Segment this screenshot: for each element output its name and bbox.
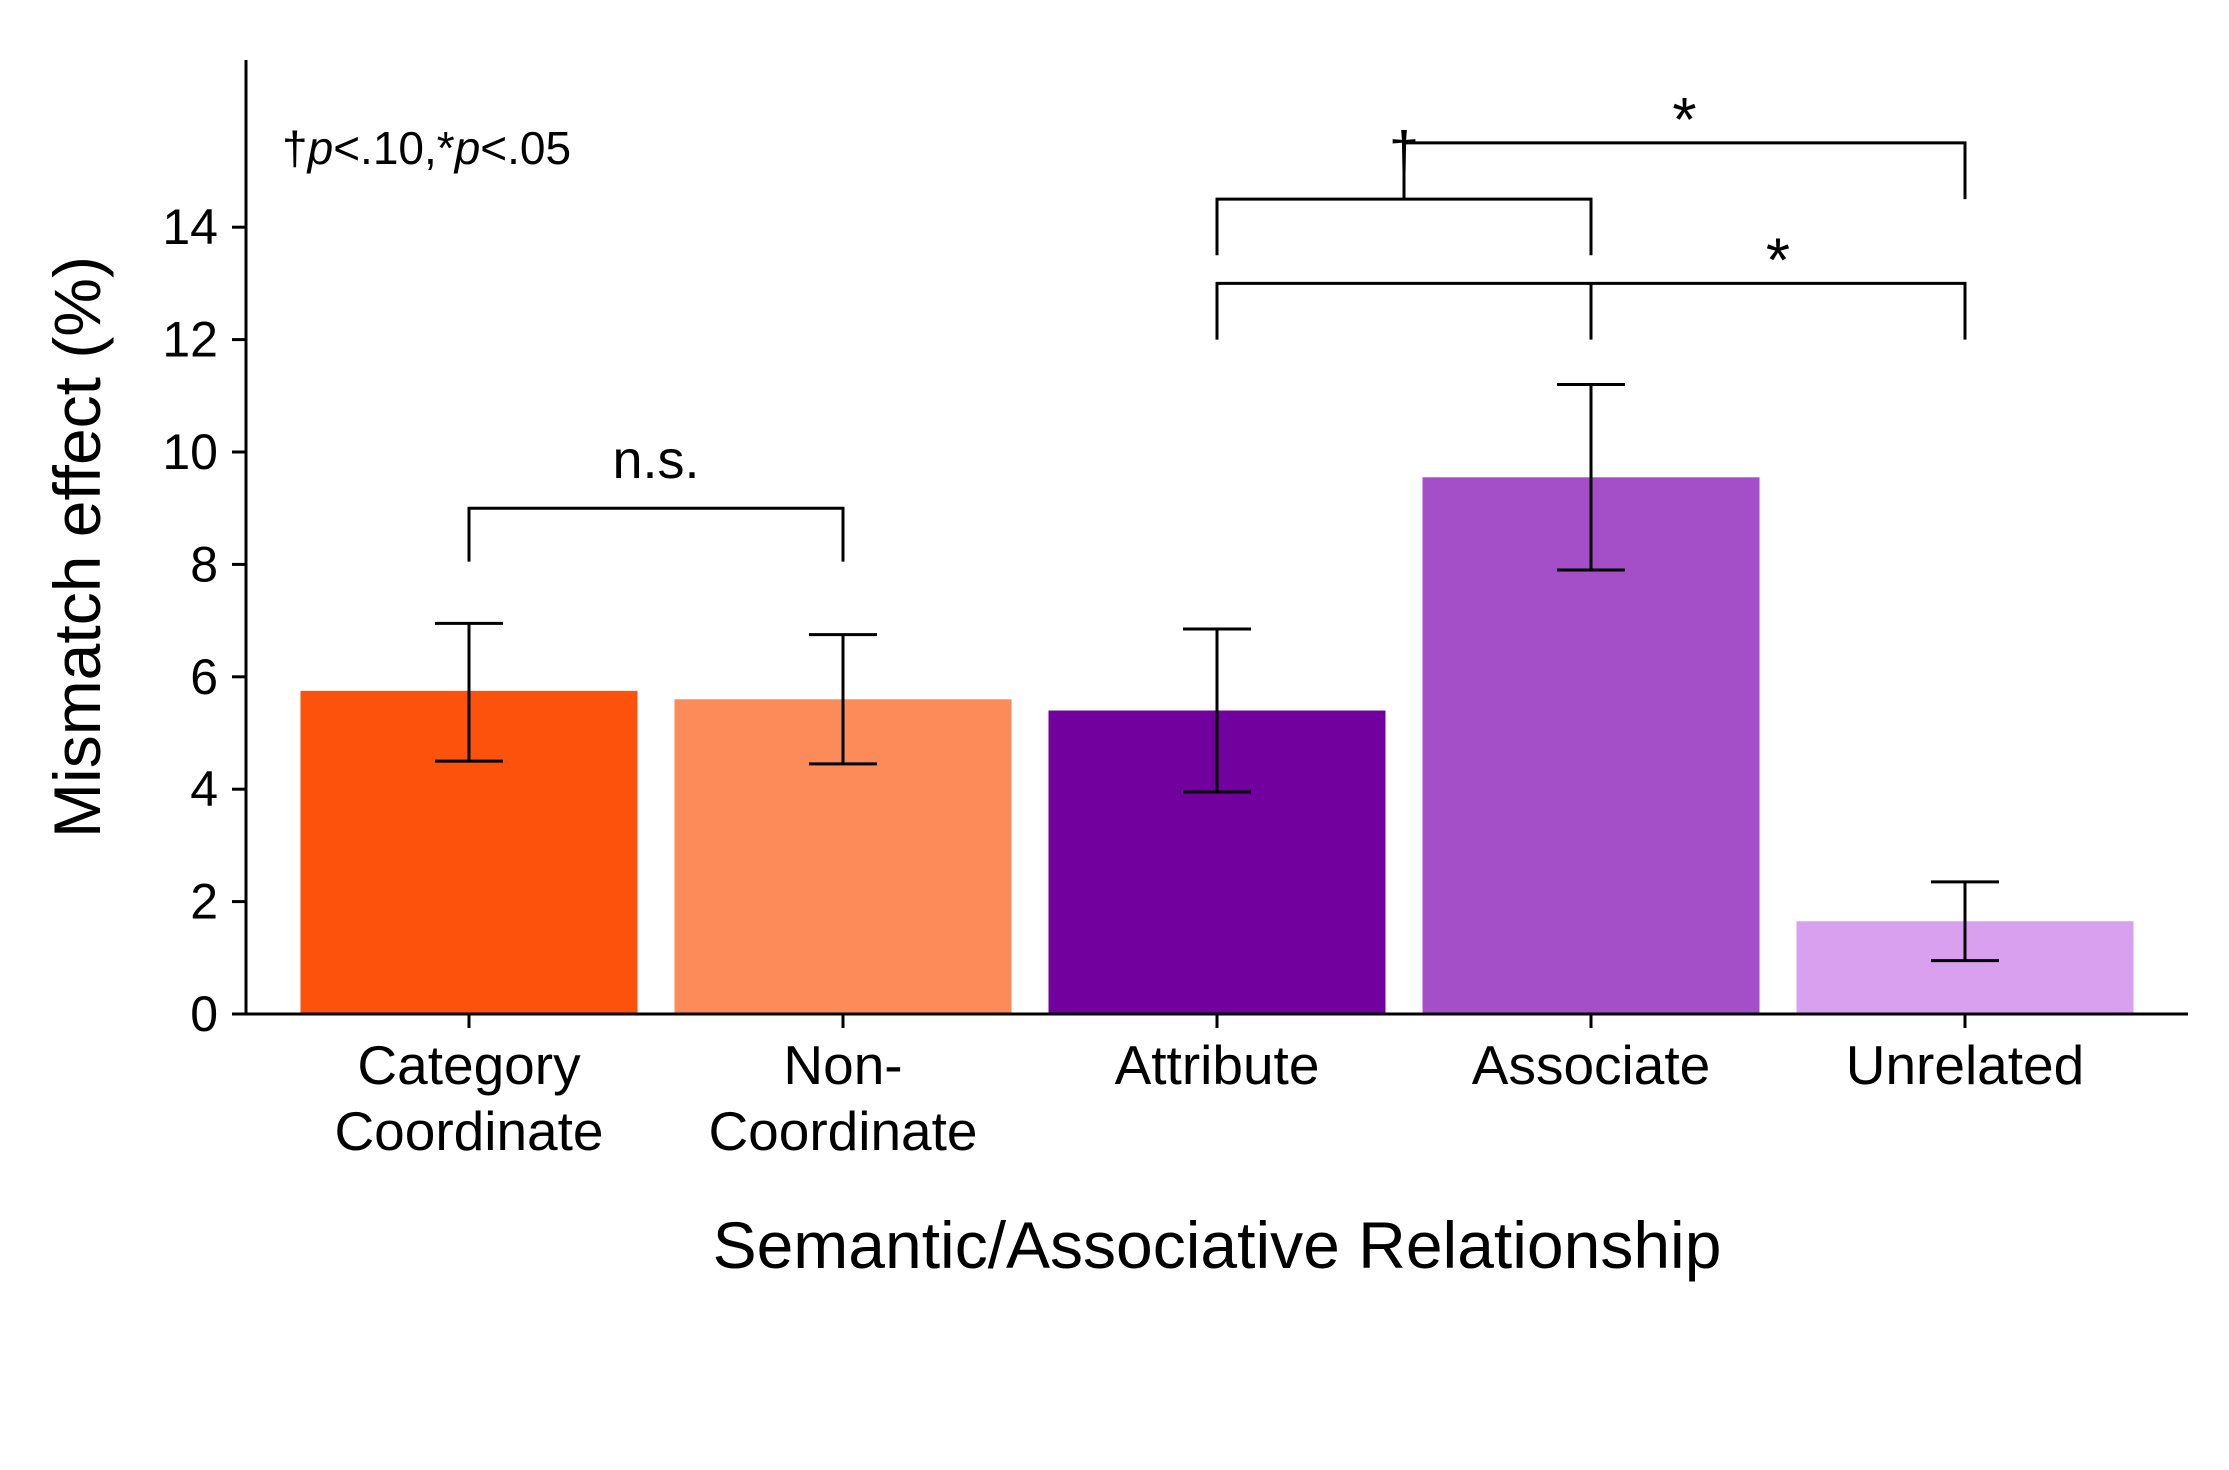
y-tick-label: 10 <box>162 424 218 480</box>
significance-label: * <box>1672 86 1696 155</box>
y-tick-label: 8 <box>190 536 218 592</box>
y-tick-label: 12 <box>162 312 218 368</box>
x-tick-label: Category Coordinate <box>334 1034 603 1162</box>
significance-annotations-layer: n.s.†** <box>467 86 1967 562</box>
x-tick-label: Non-Coordinate <box>708 1034 977 1162</box>
y-ticks-layer: 0 2 4 6 8 10 12 14 <box>162 199 246 1042</box>
dagger-symbol: † <box>282 122 308 174</box>
y-axis-label: Mismatch effect (%) <box>40 256 114 838</box>
y-tick-label: 0 <box>190 986 218 1042</box>
p-symbol: p <box>306 122 334 174</box>
y-tick-label: 14 <box>162 199 218 255</box>
significance-bracket-0 <box>467 506 845 562</box>
significance-bracket-3 <box>1402 141 1967 200</box>
threshold-label: <.10, <box>333 122 437 174</box>
x-tick-label: Associate <box>1472 1034 1710 1096</box>
star-symbol: * <box>437 122 455 174</box>
significance-label: n.s. <box>612 430 699 490</box>
x-tick-label-line: Unrelated <box>1846 1034 2084 1096</box>
significance-legend-note: †p<.10,*p<.05 <box>282 122 571 174</box>
y-tick-label: 6 <box>190 649 218 705</box>
significance-label: * <box>1766 226 1790 295</box>
x-tick-label-line: Attribute <box>1115 1034 1320 1096</box>
x-tick-label-line: Associate <box>1472 1034 1710 1096</box>
x-tick-label-line: Category <box>357 1034 581 1096</box>
x-tick-label-line: Coordinate <box>334 1100 603 1162</box>
significance-bracket-1 <box>1215 197 1593 256</box>
y-tick-label: 4 <box>190 761 218 817</box>
x-tick-label: Unrelated <box>1846 1034 2084 1096</box>
y-tick-label: 2 <box>190 874 218 930</box>
threshold-label: <.05 <box>480 122 571 174</box>
x-tick-label-line: Coordinate <box>708 1100 977 1162</box>
x-ticks-layer: Category CoordinateNon-CoordinateAttribut… <box>334 1014 2084 1162</box>
x-tick-label: Attribute <box>1115 1034 1320 1096</box>
x-axis-label: Semantic/Associative Relationship <box>713 1208 1722 1282</box>
p-symbol: p <box>453 122 481 174</box>
x-tick-label-line: Non- <box>783 1034 902 1096</box>
error-bars-layer <box>435 383 1999 963</box>
